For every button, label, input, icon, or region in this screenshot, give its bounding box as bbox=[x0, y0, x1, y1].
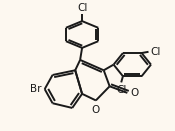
Text: Cl: Cl bbox=[116, 85, 126, 95]
Text: O: O bbox=[92, 105, 100, 115]
Text: O: O bbox=[131, 88, 139, 98]
Text: Cl: Cl bbox=[150, 47, 161, 57]
Text: Cl: Cl bbox=[77, 2, 87, 13]
Text: Br: Br bbox=[30, 84, 41, 94]
